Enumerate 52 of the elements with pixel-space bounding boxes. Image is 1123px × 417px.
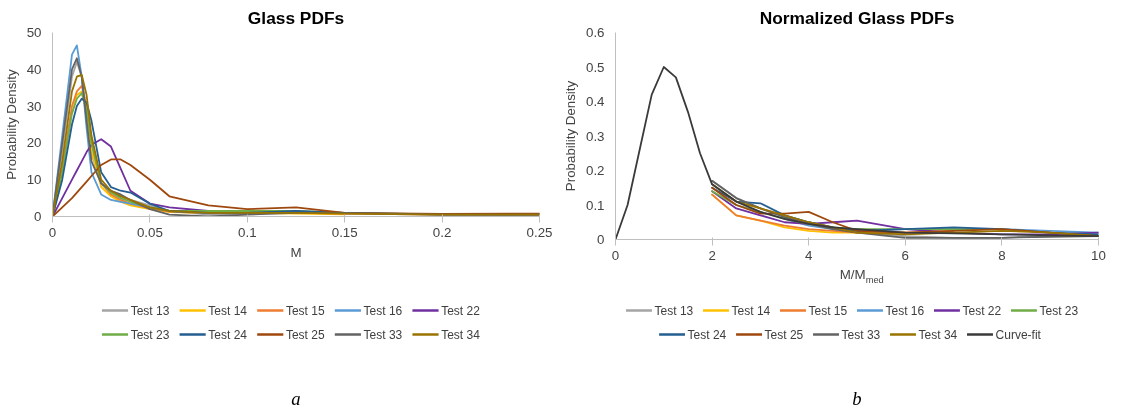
y-tick-label: 20 <box>26 135 42 151</box>
y-tick-label: 0.3 <box>585 128 605 144</box>
y-axis-title: Probability Density <box>562 80 578 192</box>
x-tick-label: 0.25 <box>526 224 553 240</box>
chart-title: Normalized Glass PDFs <box>759 7 955 28</box>
y-tick-label: 0.6 <box>585 25 605 40</box>
x-tick-label: 0.15 <box>331 224 358 240</box>
legend-label: Test 22 <box>441 303 481 318</box>
x-tick-label: 6 <box>901 247 910 263</box>
x-tick-label: 2 <box>708 247 716 263</box>
legend-label: Test 24 <box>208 327 248 342</box>
legend-label: Test 14 <box>208 303 248 318</box>
legend-label: Test 22 <box>962 303 1002 318</box>
x-tick-label: 10 <box>1091 247 1106 263</box>
x-tick-label: 0.2 <box>432 224 452 240</box>
text: b <box>852 388 862 409</box>
y-tick-label: 40 <box>26 61 42 77</box>
x-tick-label: 4 <box>804 247 813 263</box>
y-tick-label: 50 <box>26 25 42 40</box>
legend-label: Test 15 <box>285 303 325 318</box>
legend-label: Test 14 <box>731 303 771 318</box>
legend-label: Test 13 <box>654 303 694 318</box>
legend-label: Test 16 <box>363 303 403 318</box>
legend-label: Test 23 <box>130 327 170 342</box>
y-tick-label: 0.2 <box>585 163 605 178</box>
legend-label: Test 25 <box>764 327 804 342</box>
legend-label: Test 34 <box>441 327 481 342</box>
legend-label: Test 33 <box>841 327 881 342</box>
y-tick-label: 0.4 <box>585 94 606 109</box>
x-tick-label: 0.05 <box>136 224 163 240</box>
y-tick-label: 10 <box>26 172 42 188</box>
y-tick-label: 0 <box>34 209 42 224</box>
x-tick-label: 8 <box>998 247 1006 263</box>
legend-label: Test 16 <box>885 303 925 318</box>
legend-label: Test 23 <box>1039 303 1079 318</box>
x-tick-label: 0.1 <box>238 224 257 240</box>
text: a <box>291 388 301 409</box>
legend-label: Test 24 <box>687 327 727 342</box>
legend-label: Test 33 <box>363 327 403 342</box>
legend-label: Test 34 <box>918 327 958 342</box>
x-tick-label: 0 <box>48 224 57 240</box>
legend-label: Test 25 <box>285 327 325 342</box>
legend-label: Test 13 <box>130 303 170 318</box>
legend-label: Curve-fit <box>995 327 1042 342</box>
y-axis-title: Probability Density <box>3 68 19 180</box>
x-tick-label: 0 <box>611 247 620 263</box>
y-tick-label: 30 <box>26 98 42 114</box>
x-axis-title: M <box>290 244 302 260</box>
y-tick-label: 0.5 <box>585 59 605 75</box>
chart-title: Glass PDFs <box>247 7 345 28</box>
legend-label: Test 15 <box>808 303 848 318</box>
y-tick-label: 0.1 <box>585 197 605 213</box>
